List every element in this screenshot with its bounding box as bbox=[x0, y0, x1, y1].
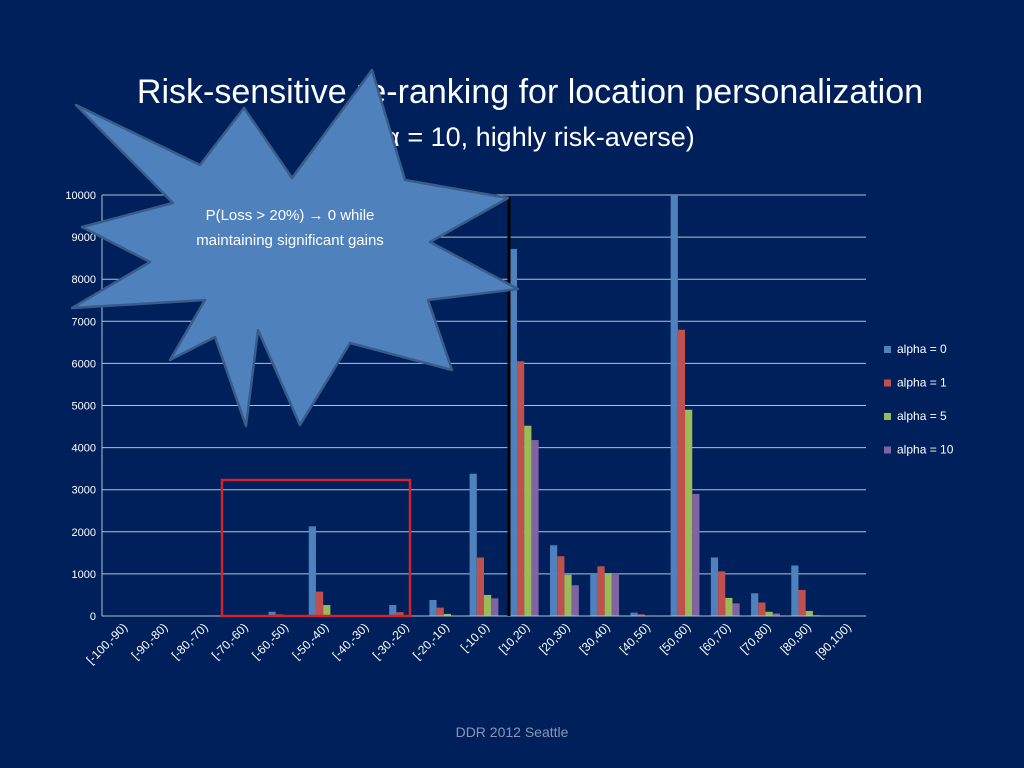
bar bbox=[725, 597, 733, 616]
bar bbox=[564, 574, 572, 616]
legend-swatch bbox=[884, 346, 891, 353]
y-tick-label: 3000 bbox=[72, 485, 96, 497]
bar bbox=[308, 526, 316, 616]
footer-text: DDR 2012 Seattle bbox=[455, 724, 569, 740]
x-tick-label: [30,40) bbox=[576, 620, 612, 656]
bar bbox=[732, 603, 740, 616]
x-tick-label: [20,30) bbox=[536, 620, 572, 656]
bar bbox=[557, 556, 565, 616]
legend-label: alpha = 5 bbox=[897, 409, 947, 423]
legend-swatch bbox=[884, 379, 891, 387]
x-tick-label: [-10,0) bbox=[458, 620, 492, 654]
bar bbox=[677, 329, 686, 616]
slide-title: Risk-sensitive re-ranking for location p… bbox=[136, 73, 924, 111]
bar bbox=[758, 602, 766, 616]
legend-swatch bbox=[884, 446, 891, 454]
x-tick-label: [40,50) bbox=[617, 620, 653, 656]
bar bbox=[604, 573, 612, 616]
bar bbox=[429, 600, 437, 616]
y-tick-label: 8000 bbox=[72, 274, 96, 286]
x-tick-label: [-100,-90) bbox=[84, 620, 131, 667]
slide-subtitle: (α = 10, highly risk-averse) bbox=[375, 122, 695, 152]
bar bbox=[805, 610, 813, 616]
bar bbox=[630, 612, 638, 616]
bar bbox=[476, 557, 484, 616]
x-tick-label: [90,100) bbox=[813, 620, 854, 661]
bar bbox=[692, 493, 700, 616]
bar bbox=[550, 545, 558, 616]
y-tick-label: 7000 bbox=[72, 316, 96, 328]
bar bbox=[323, 605, 331, 616]
bar bbox=[396, 612, 404, 616]
x-tick-label: [-90,-80) bbox=[128, 620, 170, 662]
bar bbox=[491, 598, 499, 616]
x-tick-label: [60,70) bbox=[697, 620, 733, 656]
bar bbox=[637, 614, 645, 616]
x-tick-label: [-60,-50) bbox=[249, 620, 291, 662]
y-tick-label: 10000 bbox=[65, 190, 96, 202]
y-tick-label: 5000 bbox=[72, 401, 96, 413]
legend-swatch bbox=[884, 413, 891, 420]
x-tick-label: [-20,-10) bbox=[410, 620, 452, 662]
y-tick-label: 4000 bbox=[72, 443, 96, 455]
x-tick-label: [10,20) bbox=[496, 620, 532, 656]
bar bbox=[597, 566, 605, 616]
y-tick-label: 1000 bbox=[72, 569, 96, 581]
bar bbox=[772, 613, 780, 616]
highlight-box bbox=[220, 478, 412, 618]
legend-label: alpha = 0 bbox=[897, 342, 947, 356]
bar bbox=[524, 425, 532, 616]
x-tick-label: [80,90) bbox=[777, 620, 813, 656]
bar bbox=[531, 440, 539, 616]
bar bbox=[670, 195, 678, 616]
bar bbox=[484, 594, 492, 616]
bar bbox=[718, 571, 726, 616]
callout-text: P(Loss > 20%) → 0 while maintaining sign… bbox=[196, 207, 384, 249]
x-tick-label: [-70,-60) bbox=[209, 620, 251, 662]
y-tick-label: 6000 bbox=[72, 358, 96, 370]
chart-bars bbox=[228, 195, 839, 617]
bar bbox=[509, 248, 518, 616]
bar bbox=[791, 565, 799, 616]
x-tick-label: [-30,-20) bbox=[370, 620, 412, 662]
bar bbox=[315, 591, 324, 616]
y-tick-label: 2000 bbox=[72, 527, 96, 539]
x-tick-label: [-80,-70) bbox=[169, 620, 211, 662]
bar bbox=[765, 611, 773, 616]
bar bbox=[469, 473, 477, 616]
y-tick-label: 0 bbox=[90, 611, 96, 623]
y-tick-label: 9000 bbox=[72, 232, 96, 244]
bar bbox=[685, 409, 693, 616]
x-tick-label: [-50,-40) bbox=[289, 620, 331, 662]
x-tick-label: [50,60) bbox=[657, 620, 693, 656]
bar bbox=[751, 593, 759, 616]
bar bbox=[443, 613, 451, 616]
legend-label: alpha = 10 bbox=[897, 443, 954, 457]
bar bbox=[517, 361, 525, 616]
bar bbox=[436, 607, 444, 616]
callout-starburst bbox=[70, 68, 520, 428]
bar bbox=[590, 573, 598, 616]
bar bbox=[710, 557, 719, 616]
bar bbox=[571, 585, 579, 616]
chart-legend: alpha = 0 alpha = 1 alpha = 5 alpha = 10 bbox=[884, 342, 954, 457]
bar bbox=[611, 573, 620, 616]
bar bbox=[798, 589, 806, 616]
x-tick-label: [70,80) bbox=[737, 620, 773, 656]
bar bbox=[389, 605, 397, 616]
legend-label: alpha = 1 bbox=[897, 376, 947, 390]
bar bbox=[268, 611, 276, 616]
x-tick-label: [-40,-30) bbox=[330, 620, 372, 662]
